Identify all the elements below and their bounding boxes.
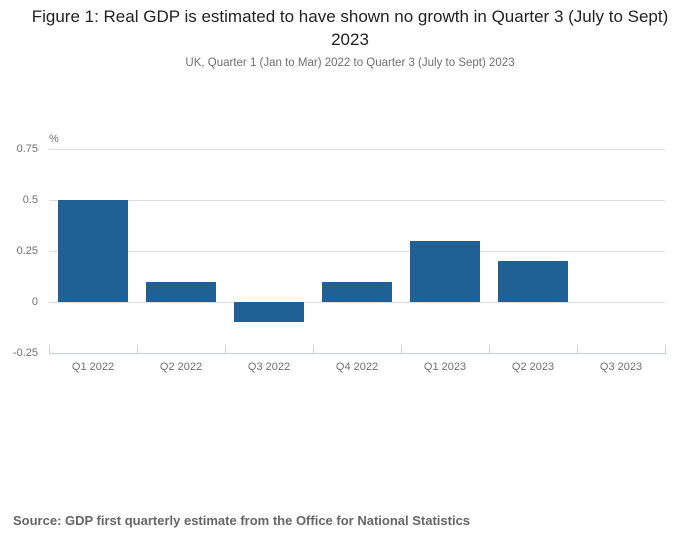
x-tick-label: Q2 2023 <box>511 361 555 373</box>
bar-q1-2022[interactable] <box>58 200 128 302</box>
x-tick-label: Q4 2022 <box>335 361 379 373</box>
x-axis-tick <box>401 345 402 353</box>
x-axis-tick <box>137 345 138 353</box>
x-axis-tick <box>225 345 226 353</box>
y-tick-label: 0 <box>31 296 38 308</box>
y-axis-unit-label: % <box>49 133 59 145</box>
y-tick-label: 0.5 <box>22 194 38 206</box>
chart-title: Figure 1: Real GDP is estimated to have … <box>31 7 669 49</box>
x-axis-tick <box>489 345 490 353</box>
x-axis-tick <box>49 345 50 353</box>
gridline <box>49 302 665 303</box>
x-axis-line <box>49 353 666 354</box>
gridline <box>49 251 665 252</box>
x-tick-label: Q3 2022 <box>247 361 291 373</box>
bar-q3-2022[interactable] <box>234 302 304 322</box>
source-note: Source: GDP first quarterly estimate fro… <box>13 513 471 528</box>
gridline <box>49 149 665 150</box>
bar-q1-2023[interactable] <box>410 241 480 302</box>
x-tick-label: Q3 2023 <box>599 361 643 373</box>
bar-q2-2023[interactable] <box>498 261 568 302</box>
gridline <box>49 200 665 201</box>
x-axis-tick <box>313 345 314 353</box>
x-tick-label: Q2 2022 <box>159 361 203 373</box>
x-axis-tick <box>577 345 578 353</box>
x-tick-label: Q1 2023 <box>423 361 467 373</box>
bar-q4-2022[interactable] <box>322 282 392 302</box>
chart-subtitle: UK, Quarter 1 (Jan to Mar) 2022 to Quart… <box>185 57 515 69</box>
x-tick-label: Q1 2022 <box>71 361 115 373</box>
x-axis-tick <box>665 345 666 353</box>
y-tick-label: -0.25 <box>12 347 38 359</box>
y-tick-label: 0.75 <box>16 143 38 155</box>
y-tick-label: 0.25 <box>16 245 38 257</box>
bar-q2-2022[interactable] <box>146 282 216 302</box>
